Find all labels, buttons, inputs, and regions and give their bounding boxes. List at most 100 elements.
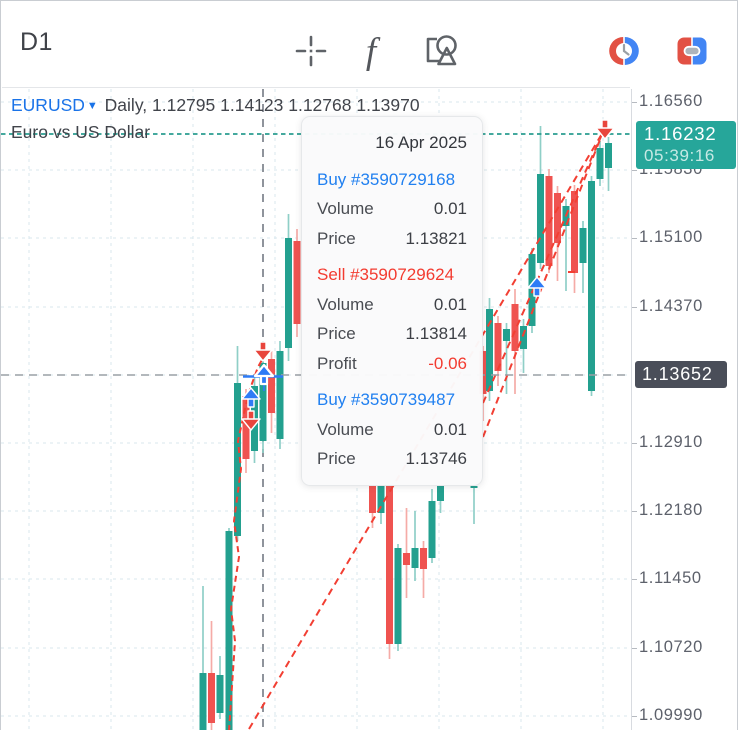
tooltip-buy-order-header: Buy #3590729168 (317, 169, 456, 189)
trade-markers-layer (241, 119, 615, 431)
candle-body (470, 486, 478, 488)
candle-body (394, 548, 402, 644)
candle-body (520, 326, 527, 349)
tooltip-detail-row: Price 1.13821 (317, 224, 467, 254)
tooltip-detail-row: Profit -0.06 (317, 349, 467, 379)
candle-bullish (579, 221, 587, 293)
candle-body (369, 486, 376, 513)
tooltip-row-label: Volume (317, 294, 374, 314)
axis-tick-label: 1.11450 (639, 569, 702, 587)
tooltip-row-value: 1.13821 (405, 228, 467, 248)
candle-bullish (377, 486, 385, 524)
candle-bearish (208, 621, 215, 730)
axis-tick-mark (632, 510, 637, 512)
tooltip-detail-row: Volume 0.01 (317, 415, 467, 445)
candle-body (216, 675, 224, 713)
timeframe-label[interactable]: D1 (20, 28, 53, 56)
candle-body (554, 193, 561, 243)
candle-bearish (420, 541, 427, 598)
candle-body (199, 673, 207, 730)
toolbar-divider (2, 87, 630, 88)
objects-button[interactable] (419, 29, 463, 73)
top-toolbar: D1 f (1, 1, 737, 88)
crosshair-button[interactable] (289, 29, 333, 73)
tooltip-row-label: Volume (317, 419, 374, 439)
candle-body (242, 396, 250, 459)
axis-tick-label: 1.12180 (639, 501, 703, 519)
indicators-button[interactable]: f (349, 29, 393, 73)
axis-tick-mark (632, 237, 637, 239)
candle-bullish (588, 176, 595, 396)
candle-bullish (596, 141, 604, 186)
buy-arrow-marker[interactable] (527, 276, 547, 297)
axis-tick-label: 1.12910 (639, 433, 703, 451)
candle-body (403, 553, 410, 565)
candle-bullish (537, 126, 544, 269)
sell-arrow-marker[interactable] (253, 341, 273, 362)
tooltip-detail-row: Price 1.13814 (317, 319, 467, 349)
candle-body (293, 241, 301, 324)
tooltip-buy-order-header: Buy #3590739487 (317, 390, 456, 409)
object-shapes-icon (426, 35, 457, 66)
axis-tick-mark (632, 169, 637, 171)
candle-bullish (520, 319, 527, 373)
candle-body (605, 143, 612, 168)
candle-body (420, 548, 427, 569)
axis-tick-label: 1.10720 (639, 638, 703, 656)
buy-arrow-marker[interactable] (241, 387, 261, 408)
tooltip-row-value: 1.13814 (405, 324, 467, 343)
candle-bullish (437, 486, 444, 513)
axis-tick-mark (632, 442, 637, 444)
candle-bullish (276, 341, 284, 449)
countdown-timer: 05:39:16 (644, 146, 715, 165)
candle-body (545, 176, 553, 266)
axis-tick-mark (632, 306, 637, 308)
candle-body (428, 501, 436, 558)
sell-arrow-marker[interactable] (595, 119, 615, 140)
candle-bullish (503, 323, 510, 394)
candle-body (479, 351, 487, 394)
market-sessions-button[interactable] (602, 29, 646, 73)
candle-body (377, 486, 385, 513)
axis-tick-mark (632, 715, 637, 717)
candle-body (268, 359, 275, 413)
tooltip-row-value: -0.06 (428, 353, 467, 373)
symbol-selector[interactable]: EURUSD (11, 95, 85, 115)
tooltip-row-label: Price (317, 449, 356, 468)
candle-body (511, 304, 519, 351)
tooltip-row-label: Price (317, 324, 356, 343)
sell-arrow-marker[interactable] (241, 410, 261, 431)
trade-toggle-icon (677, 37, 707, 65)
candle-bearish (268, 351, 275, 433)
axis-tick-label: 1.09990 (639, 706, 703, 724)
candle-bullish (605, 137, 612, 191)
candle-body (386, 486, 393, 644)
trend-lines-layer (228, 131, 604, 730)
candle-bullish (285, 214, 292, 361)
candle-body (285, 238, 292, 348)
candle-body (411, 548, 419, 568)
one-click-trading-button[interactable] (670, 29, 714, 73)
sessions-clock-icon (609, 37, 639, 65)
candle-bullish (394, 544, 402, 651)
candle-body (276, 351, 284, 439)
axis-tick-label: 1.16560 (639, 92, 703, 110)
tooltip-detail-row: Volume 0.01 (317, 194, 467, 224)
candle-bullish (225, 528, 233, 730)
candle-bullish (562, 199, 570, 291)
candle-body (208, 673, 215, 723)
candle-bullish (470, 486, 478, 524)
tooltip-detail-row: Volume 0.01 (317, 290, 467, 320)
deal-trend-line (482, 131, 604, 404)
tooltip-row-label: Profit (317, 353, 357, 373)
candle-bearish (571, 185, 578, 293)
candle-bearish (386, 486, 393, 659)
candle-body (225, 531, 233, 730)
candle-body (494, 323, 502, 371)
tooltip-row-value: 0.01 (433, 199, 467, 218)
price-axis[interactable]: 1.16560 1.15830 1.15100 1.14370 1.12910 1.121… (631, 89, 737, 730)
buy-arrow-marker[interactable] (253, 363, 275, 386)
tooltip-rows: Buy #3590729168 Volume 0.01 Price 1.13821 Sel… (317, 165, 467, 474)
trade-tooltip: 16 Apr 2025 Buy #3590729168 Volume 0.01 Pri… (301, 116, 483, 486)
axis-tick-mark (632, 101, 637, 103)
